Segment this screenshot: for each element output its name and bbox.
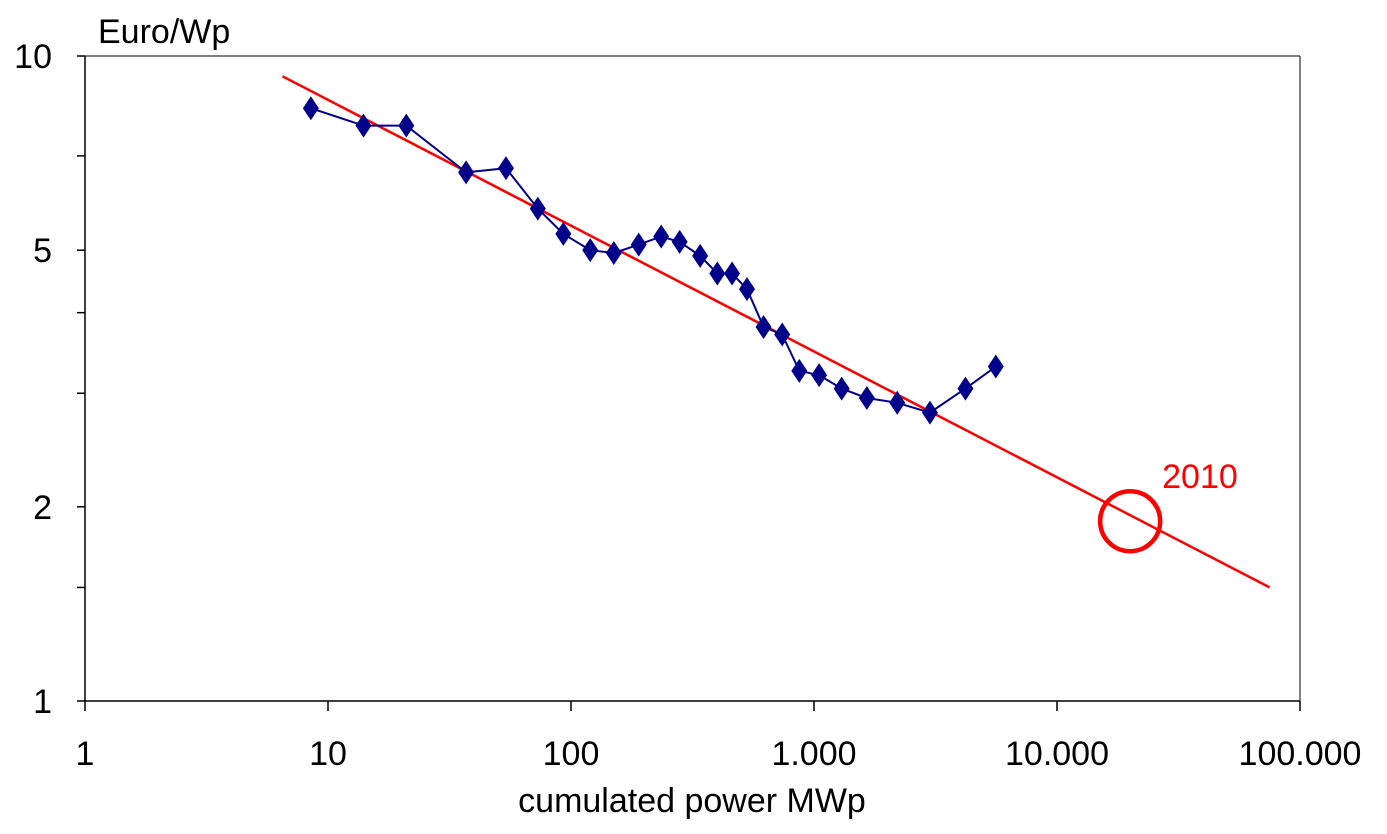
data-point-diamond <box>398 113 415 138</box>
data-point-diamond <box>671 229 688 254</box>
data-point-diamond <box>921 400 938 425</box>
data-point-diamond <box>709 261 726 286</box>
x-tick-label: 1.000 <box>771 735 856 773</box>
y-tick-labels: 1 2 5 10 <box>14 38 52 721</box>
data-point-diamond <box>738 277 755 302</box>
series-points <box>302 96 1004 425</box>
data-point-diamond <box>957 376 974 401</box>
data-point-diamond <box>355 113 372 138</box>
data-point-diamond <box>858 385 875 410</box>
x-tick-labels: 1 10 100 1.000 10.000 100.000 <box>76 735 1362 773</box>
data-point-diamond <box>582 238 599 263</box>
data-point-diamond <box>811 363 828 388</box>
y-tick-label: 1 <box>33 683 52 721</box>
data-point-diamond <box>497 156 514 181</box>
x-tick-label: 1 <box>76 735 95 773</box>
y-axis-label: Euro/Wp <box>98 13 230 51</box>
plot-frame <box>84 55 1301 702</box>
data-point-diamond <box>302 96 319 121</box>
data-point-diamond <box>724 261 741 286</box>
data-point-diamond <box>630 232 647 257</box>
annotation-circle <box>1097 488 1163 554</box>
y-ticks <box>77 55 85 702</box>
data-point-diamond <box>555 221 572 246</box>
data-point-diamond <box>987 354 1004 379</box>
data-point-diamond <box>774 322 791 347</box>
series-line <box>310 107 997 414</box>
x-ticks <box>84 701 1301 711</box>
y-tick-label: 5 <box>33 232 52 270</box>
data-point-diamond <box>605 240 622 265</box>
x-tick-label: 10.000 <box>1005 735 1109 773</box>
x-tick-label: 100.000 <box>1239 735 1362 773</box>
data-point-diamond <box>692 243 709 268</box>
annotation-label: 2010 <box>1162 458 1238 496</box>
data-point-diamond <box>529 196 546 221</box>
data-point-diamond <box>791 358 808 383</box>
data-point-diamond <box>889 390 906 415</box>
x-tick-label: 100 <box>543 735 600 773</box>
data-point-diamond <box>755 315 772 340</box>
x-tick-label: 10 <box>309 735 347 773</box>
y-tick-label: 10 <box>14 38 52 76</box>
x-axis-label: cumulated power MWp <box>518 782 866 820</box>
data-point-diamond <box>653 224 670 249</box>
data-point-diamond <box>833 376 850 401</box>
data-point-diamond <box>458 160 475 185</box>
y-tick-label: 2 <box>33 489 52 527</box>
